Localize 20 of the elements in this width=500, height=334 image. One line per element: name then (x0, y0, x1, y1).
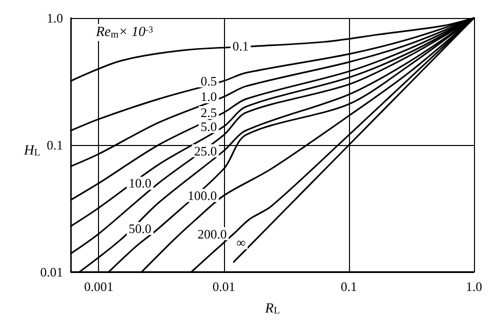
series-label: 10.0 (128, 176, 152, 191)
series-label: ∞ (236, 235, 246, 250)
y-tick-label: 0.1 (46, 138, 63, 152)
x-tick-label: 0.001 (84, 279, 114, 294)
series-label: 0.5 (200, 73, 217, 88)
y-tick-label: 0.01 (40, 264, 63, 280)
series-label: 25.0 (194, 143, 217, 158)
series-label: 200.0 (197, 226, 227, 242)
series-label: 0.1 (232, 38, 249, 54)
x-tick-label: 0.01 (212, 279, 236, 294)
series-label: 2.5 (200, 105, 217, 120)
x-tick-label: 0.1 (340, 279, 358, 294)
series-label: 5.0 (200, 118, 217, 134)
series-label: 1.0 (200, 89, 217, 104)
y-axis-title: HL (23, 144, 40, 158)
series-label: 100.0 (188, 188, 217, 204)
x-tick-label: 1.0 (466, 279, 482, 294)
series-label: 50.0 (128, 221, 152, 236)
y-tick-label: 1.0 (46, 10, 63, 26)
x-axis-title: RL (264, 302, 280, 316)
